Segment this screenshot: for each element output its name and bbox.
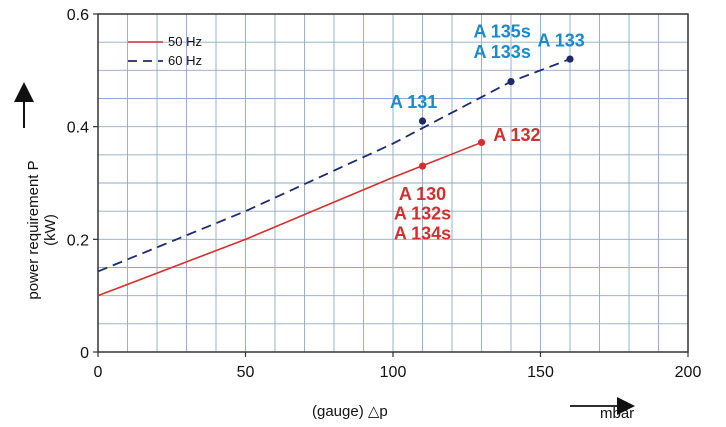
points-layer xyxy=(418,55,574,170)
legend-label-60hz: 60 Hz xyxy=(168,53,202,68)
grid xyxy=(98,14,688,352)
y-axis-title: power requirement P (kW) xyxy=(25,160,59,299)
series-layer xyxy=(97,58,571,297)
data-point xyxy=(418,117,427,125)
point-label: A 133 xyxy=(537,31,584,51)
x-tick-label: 0 xyxy=(94,364,103,381)
point-label: A 131 xyxy=(390,92,437,112)
x-tick-label: 150 xyxy=(527,364,554,381)
point-label: A 133s xyxy=(473,42,530,62)
x-tick-label: 200 xyxy=(675,364,702,381)
data-point xyxy=(507,78,515,86)
legend: 50 Hz 60 Hz xyxy=(128,34,202,68)
y-tick-label: 0.2 xyxy=(67,232,89,249)
y-axis-title-line1: power requirement P xyxy=(25,160,42,299)
series-line-60hz xyxy=(97,58,571,273)
y-tick-label: 0.4 xyxy=(67,120,89,137)
x-axis-title: (gauge) △p xyxy=(312,403,388,420)
point-label: A 135s xyxy=(473,22,530,42)
y-tick-label: 0 xyxy=(80,345,89,362)
data-point xyxy=(477,138,486,147)
x-axis-unit: mbar xyxy=(600,405,634,422)
y-tick-label: 0.6 xyxy=(67,7,89,24)
y-axis-title-line2: (kW) xyxy=(42,214,59,246)
series-line-50hz xyxy=(97,141,482,297)
x-tick-label: 50 xyxy=(237,364,255,381)
tick-labels: 0 50 100 150 200 0 0.2 0.4 0.6 xyxy=(67,7,702,381)
x-tick-label: 100 xyxy=(380,364,407,381)
point-label: A 132s xyxy=(394,204,451,224)
data-point xyxy=(418,162,427,170)
data-point xyxy=(566,55,574,63)
point-label: A 132 xyxy=(493,125,540,145)
point-label: A 134s xyxy=(394,223,451,243)
legend-label-50hz: 50 Hz xyxy=(168,34,202,49)
point-label: A 130 xyxy=(399,184,446,204)
